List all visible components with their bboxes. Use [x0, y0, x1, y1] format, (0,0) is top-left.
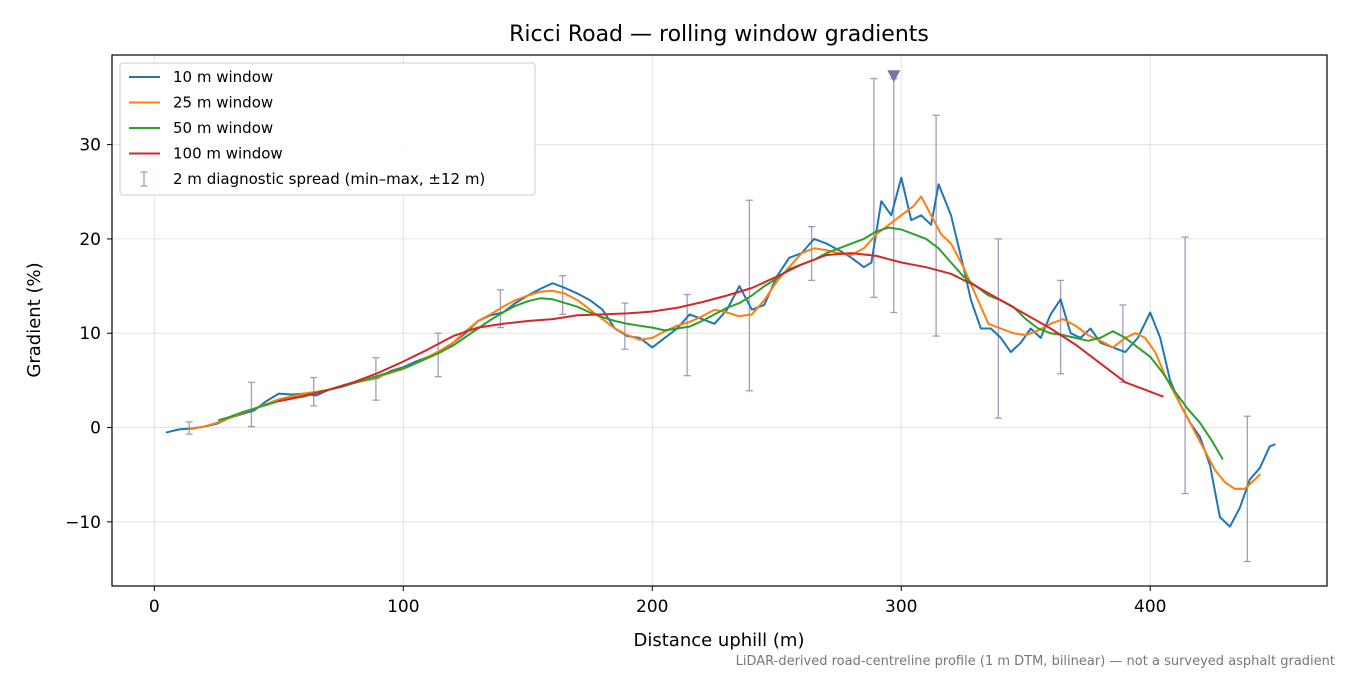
spread-bar: [247, 381, 255, 428]
plot-frame: [111, 54, 1328, 587]
series-line-10-m-window: [165, 176, 1276, 528]
y-tick-label: −10: [65, 513, 101, 533]
footnote: LiDAR-derived road-centreline profile (1…: [736, 654, 1335, 669]
legend-item: 50 m window: [129, 119, 273, 137]
x-tick-label: 0: [149, 597, 160, 617]
spread-bar: [434, 332, 442, 378]
legend-item: 10 m window: [129, 68, 273, 86]
legend-label: 2 m diagnostic spread (min–max, ±12 m): [173, 170, 485, 188]
legend-item: 100 m window: [129, 145, 283, 163]
legend-label: 10 m window: [173, 68, 273, 86]
x-tick-label: 400: [1134, 597, 1166, 617]
chart-title: Ricci Road — rolling window gradients: [509, 22, 929, 47]
x-tick-label: 100: [387, 597, 419, 617]
legend-label: 50 m window: [173, 119, 273, 137]
legend-label: 100 m window: [173, 145, 283, 163]
x-tick-label: 200: [636, 597, 668, 617]
spread-bar: [870, 77, 878, 299]
legend-item: 2 m diagnostic spread (min–max, ±12 m): [140, 170, 485, 188]
spread-bar: [559, 275, 567, 316]
x-axis-label: Distance uphill (m): [634, 630, 805, 651]
x-tick-label: 300: [885, 597, 917, 617]
spread-bar: [621, 302, 629, 350]
spread-bar: [683, 293, 691, 377]
y-tick-label: 30: [79, 136, 101, 156]
peak-marker: [887, 70, 901, 83]
legend-item: 25 m window: [129, 94, 273, 112]
y-tick-label: 10: [79, 324, 101, 344]
grid: [112, 55, 1327, 586]
spread-bar: [745, 199, 753, 392]
spread-bar: [1057, 279, 1065, 375]
legend: 10 m window 25 m window 50 m window 100 m w…: [119, 62, 536, 196]
spread-bar: [1181, 236, 1189, 495]
plot-area: [165, 70, 1276, 563]
legend-box: [119, 62, 536, 196]
legend-label: 25 m window: [173, 94, 273, 112]
y-axis-label: Gradient (%): [24, 262, 45, 377]
series-line-100-m-window: [277, 252, 1164, 403]
spread-bar: [808, 226, 816, 282]
y-tick-label: 0: [90, 419, 101, 439]
spread-bar: [1119, 304, 1127, 383]
y-tick-label: 20: [79, 230, 101, 250]
series-line-50-m-window: [218, 226, 1224, 460]
axis-ticks: 0 100 200 300 400 −10 0 10 20 30: [65, 136, 1166, 617]
